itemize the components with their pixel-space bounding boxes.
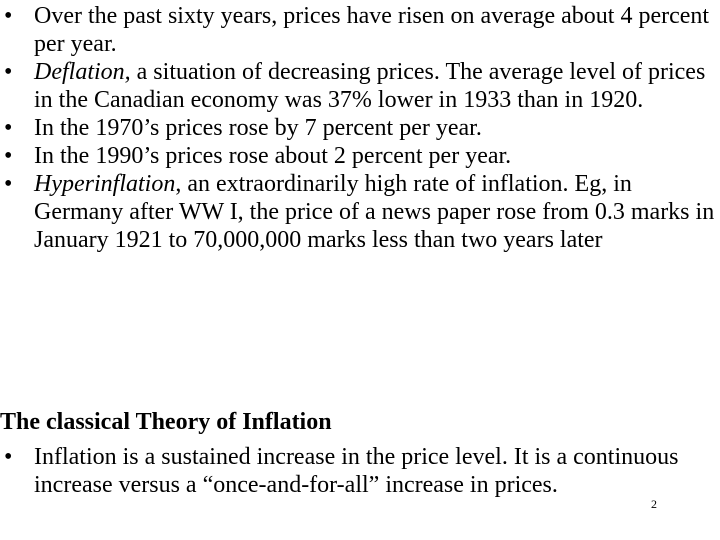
slide-number: 2 <box>651 497 657 511</box>
bullet-text: Inflation is a sustained increase in the… <box>34 444 679 498</box>
bullet-item: • In the 1990’s prices rose about 2 perc… <box>0 142 716 170</box>
bullet-item: • Over the past sixty years, prices have… <box>0 2 716 58</box>
bullet-marker: • <box>4 444 13 470</box>
bullet-item: • Hyperinflation, an extraordinarily hig… <box>0 170 716 254</box>
bullet-text: In the 1990’s prices rose about 2 percen… <box>34 143 512 169</box>
bullet-marker: • <box>4 171 13 197</box>
section-heading: The classical Theory of Inflation <box>0 409 332 435</box>
bullet-text: Over the past sixty years, prices have r… <box>34 3 710 57</box>
bullet-text: a situation of decreasing prices. The av… <box>34 59 706 113</box>
bullet-list-section: • Inflation is a sustained increase in t… <box>0 443 716 499</box>
bullet-marker: • <box>4 59 13 85</box>
bullet-item: • Inflation is a sustained increase in t… <box>0 443 716 499</box>
bullet-term: Deflation, <box>34 59 131 85</box>
bullet-marker: • <box>4 115 13 141</box>
bullet-list-top: • Over the past sixty years, prices have… <box>0 2 716 254</box>
bullet-marker: • <box>4 3 13 29</box>
bullet-text: In the 1970’s prices rose by 7 percent p… <box>34 115 482 141</box>
bullet-text: , an extraordinarily high rate of inflat… <box>34 171 715 253</box>
bullet-marker: • <box>4 143 13 169</box>
bullet-term: Hyperinflation <box>34 171 176 197</box>
bullet-item: • Deflation, a situation of decreasing p… <box>0 58 716 114</box>
bullet-item: • In the 1970’s prices rose by 7 percent… <box>0 114 716 142</box>
